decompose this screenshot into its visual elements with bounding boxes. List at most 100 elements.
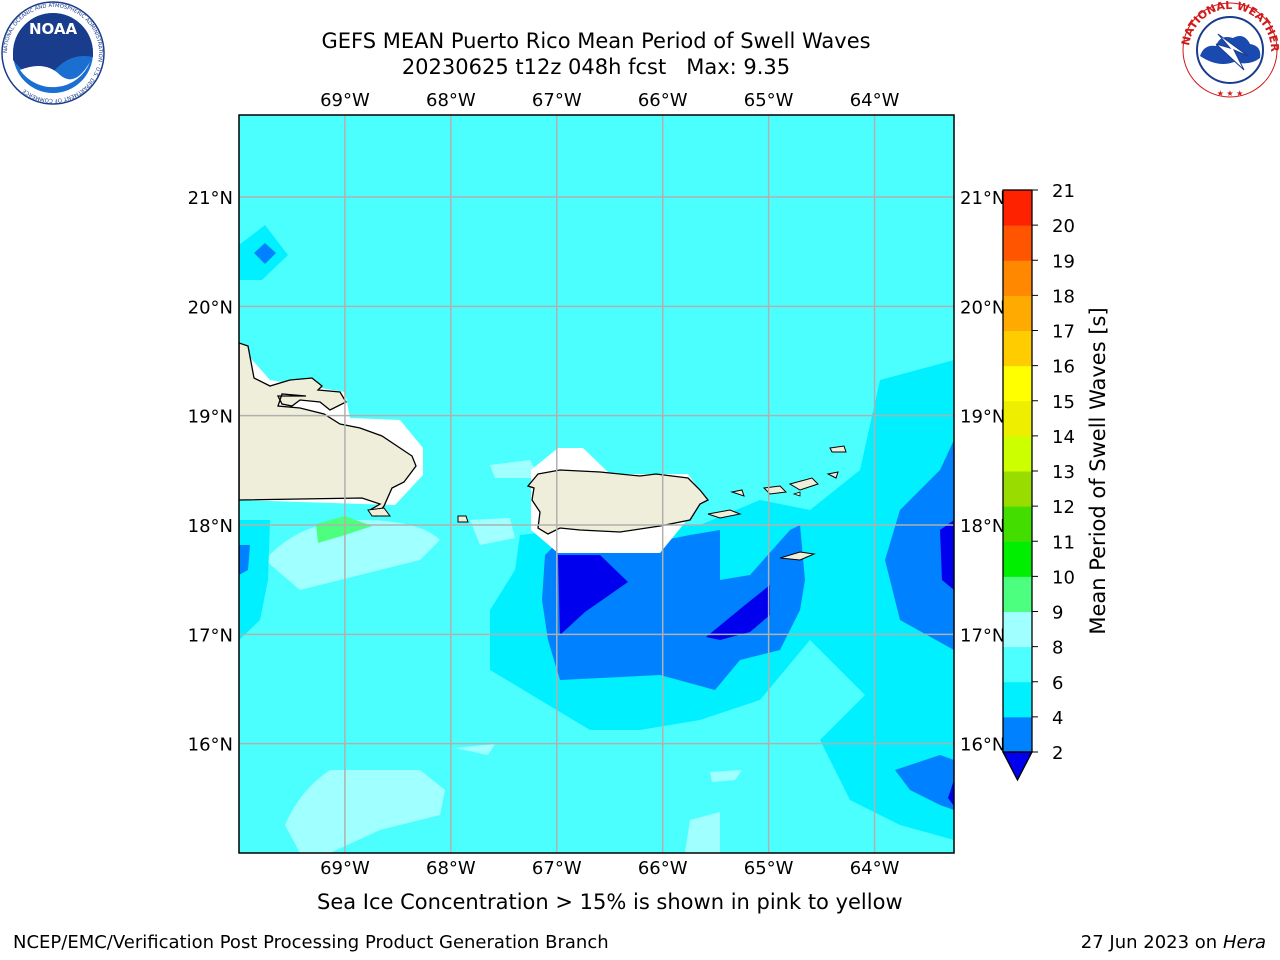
colorbar-tick-label: 8 [1052, 638, 1063, 659]
lat-label-right: 17°N [960, 625, 1005, 646]
noaa-logo-text: NOAA [29, 20, 78, 38]
lat-label-left: 21°N [188, 188, 233, 209]
colorbar-label: Mean Period of Swell Waves [s] [1086, 307, 1110, 634]
colorbar-tick-label: 13 [1052, 462, 1075, 483]
lat-label-left: 19°N [188, 407, 233, 428]
contour-8-9-south4 [455, 744, 495, 755]
colorbar-tick-label: 15 [1052, 392, 1075, 413]
map-fill-layer [239, 115, 954, 853]
colorbar-tick-label: 2 [1052, 743, 1063, 764]
map-gridlines [239, 115, 954, 853]
contour-lt4-southeast [706, 585, 770, 640]
svg-text:★ ★ ★: ★ ★ ★ [1217, 89, 1244, 98]
colorbar-segment [1003, 576, 1032, 612]
lon-label-top: 64°W [850, 90, 900, 111]
map-frame [238, 114, 955, 854]
colorbar-under-extension [1001, 751, 1034, 782]
colorbar-tick-label: 16 [1052, 357, 1075, 378]
colorbar-segment [1003, 611, 1032, 648]
lon-label-bottom: 69°W [320, 858, 370, 879]
lat-label-left: 16°N [188, 735, 233, 756]
colorbar-segment [1003, 330, 1032, 367]
colorbar-segment [1003, 681, 1032, 718]
sea-ice-note: Sea Ice Concentration > 15% is shown in … [317, 890, 903, 914]
colorbar-segment [1003, 260, 1032, 296]
colorbar-segment [1003, 435, 1032, 472]
colorbar-segment [1003, 400, 1032, 437]
noaa-logo-icon: NOAA NATIONAL OCEANIC AND ATMOSPHERIC AD… [1, 1, 105, 105]
colorbar-tick-label: 12 [1052, 497, 1075, 518]
land-mona [457, 515, 469, 523]
colorbar-tick-label: 21 [1052, 181, 1075, 202]
chart-title-line1: GEFS MEAN Puerto Rico Mean Period of Swe… [321, 29, 871, 53]
colorbar-tick-label: 18 [1052, 286, 1075, 307]
colorbar-tick-label: 20 [1052, 216, 1075, 237]
footer-date-text: 27 Jun 2023 on [1080, 932, 1218, 953]
lat-label-left: 18°N [188, 516, 233, 537]
colorbar-segment [1003, 646, 1032, 683]
contour-8-9-south2 [685, 812, 720, 853]
lon-label-top: 68°W [426, 90, 476, 111]
colorbar-segment [1003, 506, 1032, 542]
land-tortola [788, 477, 819, 491]
lat-label-left: 17°N [188, 625, 233, 646]
nws-logo-icon: NATIONAL WEATHER SERVICE ★ ★ ★ [1178, 0, 1280, 98]
land-vieques [707, 509, 742, 519]
colorbar-segment [1003, 716, 1032, 753]
land-virgin-gorda [826, 471, 839, 479]
land-st-croix [779, 551, 816, 561]
land-culebra [730, 489, 745, 497]
contour-lt4-south [558, 555, 628, 635]
lat-label-left: 20°N [188, 297, 233, 318]
lon-label-top: 67°W [532, 90, 582, 111]
contour-lt4-se [948, 780, 954, 806]
lon-label-bottom: 67°W [532, 858, 582, 879]
colorbar-tick-label: 19 [1052, 251, 1075, 272]
colorbar-segment [1003, 541, 1032, 577]
colorbar-segment [1003, 365, 1032, 402]
contour-4-6-nw [254, 243, 276, 264]
chart-title-line2: 20230625 t12z 048h fcst Max: 9.35 [401, 55, 791, 79]
contour-8-9-south [285, 770, 445, 853]
contour-8-9-north [490, 460, 540, 478]
lon-label-top: 65°W [744, 90, 794, 111]
colorbar-segment [1003, 190, 1032, 226]
lat-label-right: 16°N [960, 735, 1005, 756]
colorbar: 2 4 6 8 9 10 11 12 13 14 15 16 17 18 19 20 21 [1001, 181, 1075, 782]
lat-label-right: 18°N [960, 516, 1005, 537]
map-axis-labels: 69°W 69°W 68°W 68°W 67°W 67°W 66°W 66°W 65°W 65°W… [188, 90, 1006, 879]
lon-label-bottom: 66°W [638, 858, 688, 879]
colorbar-tick-label: 11 [1052, 532, 1075, 553]
contour-lt4-east [940, 520, 954, 590]
colorbar-segment [1003, 471, 1032, 507]
contour-4-6-se [895, 755, 954, 810]
colorbar-segment [1003, 225, 1032, 261]
colorbar-tick-label: 14 [1052, 427, 1075, 448]
lon-label-top: 69°W [320, 90, 370, 111]
lon-label-bottom: 64°W [850, 858, 900, 879]
contour-9-10-west [316, 516, 372, 543]
lat-label-right: 19°N [960, 407, 1005, 428]
colorbar-tick-label: 4 [1052, 708, 1063, 729]
lat-label-right: 20°N [960, 297, 1005, 318]
colorbar-tick-label: 6 [1052, 673, 1063, 694]
colorbar-segment [1003, 295, 1032, 331]
land-anegada [829, 445, 847, 453]
footer-machine: Hera [1222, 932, 1266, 953]
colorbar-tick-label: 10 [1052, 567, 1075, 588]
footer-branch: NCEP/EMC/Verification Post Processing Pr… [13, 932, 609, 953]
footer-date: 27 Jun 2023 on Hera [1081, 932, 1266, 953]
colorbar-tick-label: 17 [1052, 322, 1075, 343]
lon-label-bottom: 68°W [426, 858, 476, 879]
colorbar-tick-label: 9 [1052, 603, 1063, 624]
contour-8-9-south3 [710, 770, 742, 782]
contour-8-9-west [265, 520, 440, 590]
contour-4-6-west [239, 545, 250, 575]
contour-4-6-east [885, 440, 954, 650]
contour-6-8-se [820, 690, 954, 840]
lon-label-top: 66°W [638, 90, 688, 111]
lon-label-bottom: 65°W [744, 858, 794, 879]
lat-label-right: 21°N [960, 188, 1005, 209]
land-saona [367, 507, 391, 517]
